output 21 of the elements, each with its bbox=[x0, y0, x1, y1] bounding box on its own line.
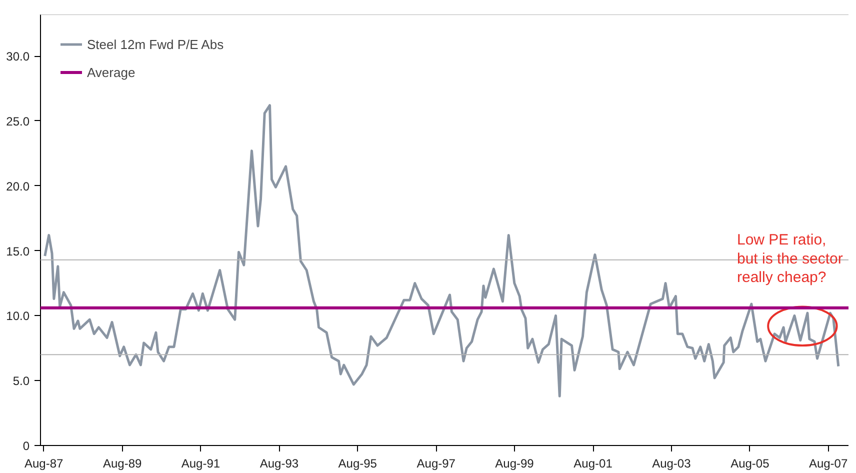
x-tick-label: Aug-03 bbox=[652, 456, 692, 470]
legend-label: Average bbox=[87, 64, 136, 80]
y-tick-label: 20.0 bbox=[6, 179, 30, 194]
x-tick-label: Aug-05 bbox=[730, 456, 770, 470]
y-tick-label: 0 bbox=[22, 439, 30, 453]
x-tick-label: Aug-01 bbox=[574, 456, 613, 470]
y-tick-label: 15.0 bbox=[6, 244, 30, 258]
x-tick-label: Aug-95 bbox=[338, 456, 378, 470]
x-tick-label: Aug-91 bbox=[181, 456, 220, 470]
y-tick-label: 10.0 bbox=[6, 309, 30, 324]
x-tick-label: Aug-89 bbox=[102, 456, 142, 470]
x-tick-label: Aug-93 bbox=[260, 456, 299, 470]
y-tick-label: 30.0 bbox=[6, 50, 30, 64]
x-tick-label: Aug-87 bbox=[24, 456, 64, 470]
y-tick-label: 5.0 bbox=[12, 374, 30, 388]
x-tick-label: Aug-97 bbox=[416, 456, 456, 470]
x-tick-label: Aug-99 bbox=[495, 456, 534, 470]
y-tick-label: 25.0 bbox=[6, 114, 30, 128]
legend-label: Steel 12m Fwd P/E Abs bbox=[87, 36, 224, 52]
annotation: Low PE ratio, but is the sector really cheap? bbox=[736, 232, 843, 286]
x-tick-label: Aug-07 bbox=[808, 456, 848, 470]
